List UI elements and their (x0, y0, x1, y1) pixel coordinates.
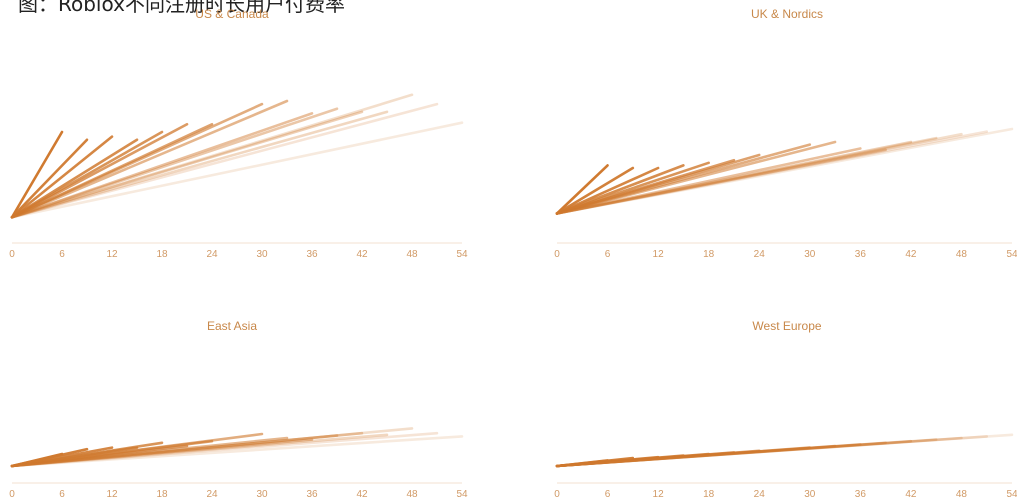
series-line (555, 444, 837, 468)
series-line (555, 132, 963, 215)
series-line (555, 147, 862, 215)
panel-4: West Europe 0 6 12 18 24 30 36 42 48 54 (554, 319, 1017, 500)
series-line (555, 127, 1014, 215)
x-tick-label: 18 (703, 489, 715, 500)
series-line (555, 439, 913, 468)
panel-1: US & Canada 0 6 12 18 24 30 36 42 48 54 (9, 7, 468, 260)
series-line (555, 443, 862, 468)
x-tick-label: 6 (59, 249, 65, 260)
series-line (555, 438, 938, 468)
x-tick-label: 0 (9, 489, 15, 500)
series-line (10, 438, 314, 468)
x-tick-label: 18 (156, 249, 168, 260)
x-tick-label: 12 (653, 249, 665, 260)
series-line (10, 121, 464, 219)
series-line (10, 431, 439, 468)
panel-3: East Asia 0 6 12 18 24 30 36 42 48 54 (9, 319, 468, 500)
series-line (10, 135, 114, 219)
x-tick-label: 12 (106, 249, 118, 260)
x-tick-label: 54 (456, 489, 468, 500)
x-tick-label: 6 (605, 489, 611, 500)
series-line (555, 164, 609, 215)
series-line (10, 99, 289, 219)
x-tick-label: 42 (905, 489, 917, 500)
series-line (555, 166, 635, 215)
series-line (10, 110, 364, 219)
series-line (10, 435, 464, 468)
x-tick-label: 48 (956, 489, 968, 500)
panel-2: UK & Nordics 0 6 12 18 24 30 36 42 48 54 (554, 7, 1017, 260)
x-tick-label: 54 (1006, 249, 1017, 260)
x-tick-label: 18 (703, 249, 715, 260)
x-tick-label: 6 (59, 489, 65, 500)
series-line (10, 107, 339, 219)
series-line (10, 138, 89, 219)
x-tick-label: 48 (406, 489, 418, 500)
series-line (555, 140, 913, 215)
panel-title: US & Canada (195, 7, 269, 21)
series-line (10, 102, 439, 219)
x-tick-label: 30 (256, 489, 268, 500)
series-line (10, 93, 414, 219)
x-tick-label: 36 (306, 489, 318, 500)
x-tick-label: 54 (1006, 489, 1017, 500)
series-line (10, 433, 389, 468)
series-line (10, 436, 289, 468)
series-line (555, 140, 837, 215)
x-tick-label: 24 (206, 489, 218, 500)
x-tick-label: 6 (605, 249, 611, 260)
x-tick-label: 48 (956, 249, 968, 260)
series-line (10, 427, 414, 468)
x-tick-label: 30 (804, 489, 816, 500)
x-tick-label: 42 (905, 249, 917, 260)
series-line (555, 433, 1014, 468)
series-line (10, 112, 314, 219)
x-tick-label: 48 (406, 249, 418, 260)
x-tick-label: 24 (754, 249, 766, 260)
series-line (555, 130, 989, 215)
series-line (10, 431, 364, 468)
series-line (10, 434, 339, 468)
series-line (555, 136, 938, 215)
x-tick-label: 0 (554, 489, 560, 500)
x-tick-label: 12 (106, 489, 118, 500)
x-tick-label: 18 (156, 489, 168, 500)
x-tick-label: 30 (256, 249, 268, 260)
x-tick-label: 24 (754, 489, 766, 500)
series-line (555, 148, 887, 215)
x-tick-label: 36 (855, 249, 867, 260)
x-tick-label: 24 (206, 249, 218, 260)
x-tick-label: 36 (855, 489, 867, 500)
series-line (10, 130, 64, 219)
x-tick-label: 30 (804, 249, 816, 260)
x-tick-label: 0 (9, 249, 15, 260)
series-line (555, 441, 887, 468)
figure-caption: 图：Roblox不同注册时长用户付费率 (18, 0, 345, 16)
series-line (10, 110, 389, 219)
x-tick-label: 36 (306, 249, 318, 260)
series-line (555, 435, 989, 468)
panel-title: West Europe (752, 319, 821, 333)
panel-title: East Asia (207, 319, 257, 333)
panel-title: UK & Nordics (751, 7, 823, 21)
x-tick-label: 54 (456, 249, 468, 260)
series-line (10, 122, 189, 219)
x-tick-label: 42 (356, 249, 368, 260)
series-line (555, 436, 963, 468)
x-tick-label: 42 (356, 489, 368, 500)
x-tick-label: 0 (554, 249, 560, 260)
x-tick-label: 12 (653, 489, 665, 500)
